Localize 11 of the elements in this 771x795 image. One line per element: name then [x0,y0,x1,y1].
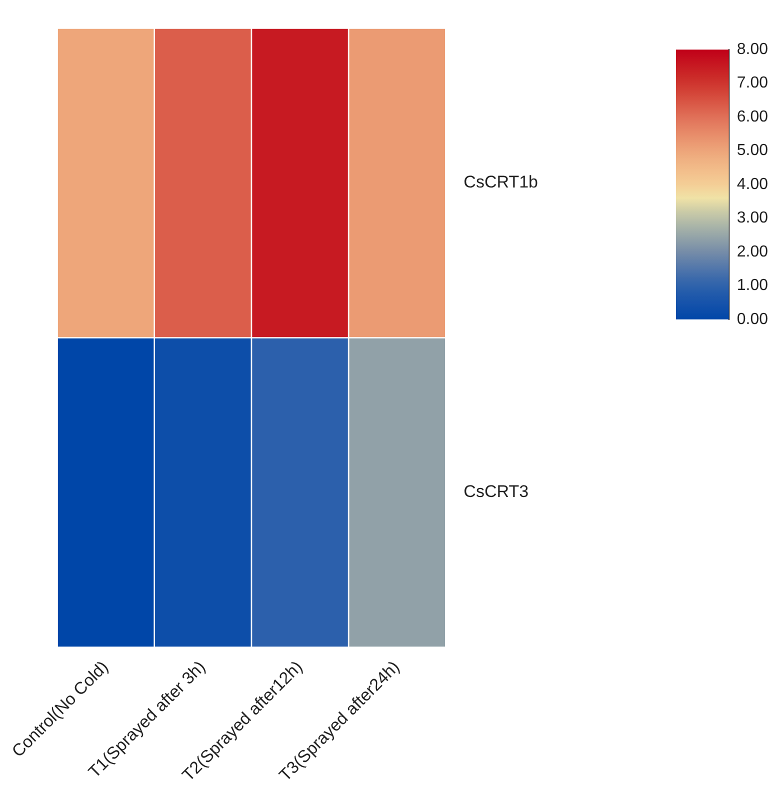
color-bar-label: 5.00 [736,142,768,160]
color-bar-label: 7.00 [736,74,768,92]
color-bar-label: 2.00 [736,243,768,260]
y-tick-label: CsCRT1b [464,172,538,192]
color-bar-label: 1.00 [736,277,768,294]
color-bar-label: 0.00 [736,310,768,328]
y-tick-label: CsCRT3 [464,482,529,502]
color-bar-label: 3.00 [736,210,768,227]
color-bar-label: 4.00 [736,176,768,193]
color-bar-label: 6.00 [736,108,768,126]
color-bar-label: 8.00 [736,41,768,58]
